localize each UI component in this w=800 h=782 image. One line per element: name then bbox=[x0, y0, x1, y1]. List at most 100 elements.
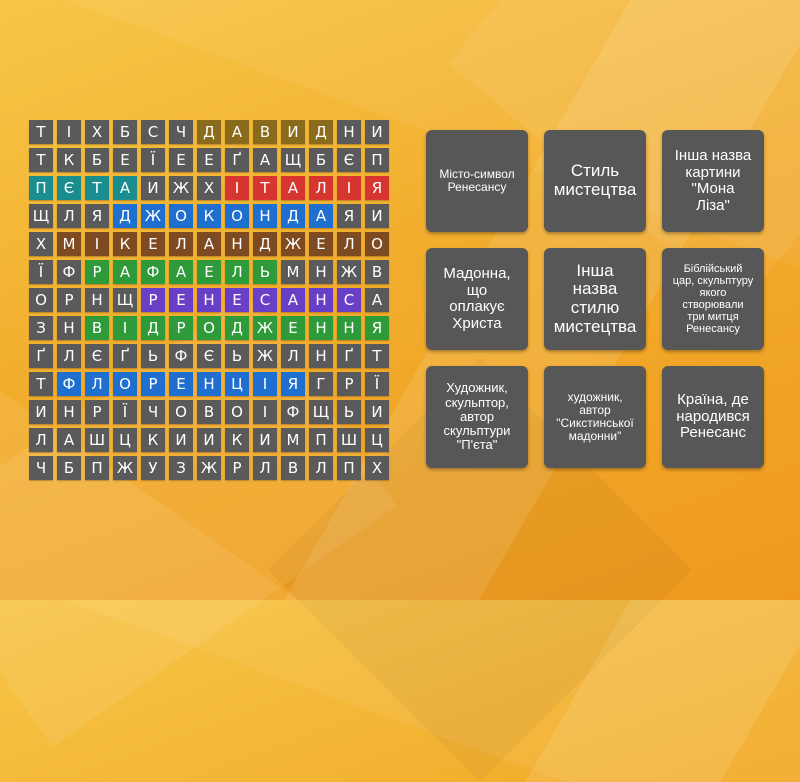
grid-letter[interactable]: Я bbox=[337, 204, 361, 228]
grid-letter[interactable]: І bbox=[253, 372, 277, 396]
grid-letter[interactable]: М bbox=[281, 260, 305, 284]
grid-letter[interactable]: Е bbox=[113, 148, 137, 172]
grid-letter[interactable]: І bbox=[337, 176, 361, 200]
grid-letter[interactable]: Д bbox=[113, 204, 137, 228]
grid-letter[interactable]: Б bbox=[309, 148, 333, 172]
grid-letter[interactable]: Ц bbox=[113, 428, 137, 452]
grid-letter[interactable]: Н bbox=[197, 288, 221, 312]
grid-letter[interactable]: И bbox=[169, 428, 193, 452]
grid-letter[interactable]: В bbox=[281, 456, 305, 480]
grid-letter[interactable]: Я bbox=[365, 316, 389, 340]
grid-letter[interactable]: Ш bbox=[85, 428, 109, 452]
grid-letter[interactable]: И bbox=[197, 428, 221, 452]
clue-card[interactable]: Стиль мистецтва bbox=[544, 130, 646, 232]
grid-letter[interactable]: Р bbox=[141, 372, 165, 396]
grid-letter[interactable]: Л bbox=[309, 176, 333, 200]
grid-letter[interactable]: Ж bbox=[253, 316, 277, 340]
grid-letter[interactable]: Р bbox=[169, 316, 193, 340]
grid-letter[interactable]: С bbox=[141, 120, 165, 144]
grid-letter[interactable]: Я bbox=[85, 204, 109, 228]
grid-letter[interactable]: Ж bbox=[281, 232, 305, 256]
grid-letter[interactable]: Е bbox=[309, 232, 333, 256]
grid-letter[interactable]: Т bbox=[85, 176, 109, 200]
grid-letter[interactable]: Л bbox=[57, 204, 81, 228]
grid-letter[interactable]: Л bbox=[309, 456, 333, 480]
grid-letter[interactable]: Ф bbox=[141, 260, 165, 284]
grid-letter[interactable]: З bbox=[169, 456, 193, 480]
grid-letter[interactable]: Б bbox=[57, 456, 81, 480]
grid-letter[interactable]: Ґ bbox=[113, 344, 137, 368]
grid-letter[interactable]: Н bbox=[253, 204, 277, 228]
grid-letter[interactable]: А bbox=[365, 288, 389, 312]
grid-letter[interactable]: Х bbox=[29, 232, 53, 256]
clue-card[interactable]: Художник, скульптор, автор скульптури "П… bbox=[426, 366, 528, 468]
clue-card[interactable]: Інша назва стилю мистецтва bbox=[544, 248, 646, 350]
grid-letter[interactable]: В bbox=[253, 120, 277, 144]
grid-letter[interactable]: Ж bbox=[197, 456, 221, 480]
grid-letter[interactable]: К bbox=[113, 232, 137, 256]
grid-letter[interactable]: В bbox=[365, 260, 389, 284]
grid-letter[interactable]: І bbox=[57, 120, 81, 144]
grid-letter[interactable]: У bbox=[141, 456, 165, 480]
grid-letter[interactable]: А bbox=[113, 176, 137, 200]
grid-letter[interactable]: Я bbox=[281, 372, 305, 396]
grid-letter[interactable]: М bbox=[57, 232, 81, 256]
grid-letter[interactable]: Д bbox=[309, 120, 333, 144]
grid-letter[interactable]: П bbox=[85, 456, 109, 480]
grid-letter[interactable]: Р bbox=[85, 260, 109, 284]
grid-letter[interactable]: Л bbox=[169, 232, 193, 256]
grid-letter[interactable]: Ї bbox=[365, 372, 389, 396]
grid-letter[interactable]: Л bbox=[29, 428, 53, 452]
grid-letter[interactable]: Н bbox=[225, 232, 249, 256]
grid-letter[interactable]: Ж bbox=[337, 260, 361, 284]
grid-letter[interactable]: І bbox=[225, 176, 249, 200]
grid-letter[interactable]: К bbox=[225, 428, 249, 452]
grid-letter[interactable]: Е bbox=[169, 148, 193, 172]
grid-letter[interactable]: Н bbox=[337, 316, 361, 340]
grid-letter[interactable]: Ь bbox=[141, 344, 165, 368]
grid-letter[interactable]: Ґ bbox=[337, 344, 361, 368]
grid-letter[interactable]: О bbox=[225, 204, 249, 228]
grid-letter[interactable]: П bbox=[29, 176, 53, 200]
grid-letter[interactable]: О bbox=[113, 372, 137, 396]
grid-letter[interactable]: Ь bbox=[225, 344, 249, 368]
grid-letter[interactable]: С bbox=[337, 288, 361, 312]
grid-letter[interactable]: А bbox=[113, 260, 137, 284]
grid-letter[interactable]: Ц bbox=[225, 372, 249, 396]
clue-card[interactable]: Біблійський цар, скульптуру якого створю… bbox=[662, 248, 764, 350]
grid-letter[interactable]: И bbox=[141, 176, 165, 200]
grid-letter[interactable]: Ж bbox=[113, 456, 137, 480]
grid-letter[interactable]: Е bbox=[169, 372, 193, 396]
clue-card[interactable]: Мадонна, що оплакує Христа bbox=[426, 248, 528, 350]
grid-letter[interactable]: Л bbox=[337, 232, 361, 256]
grid-letter[interactable]: И bbox=[365, 120, 389, 144]
grid-letter[interactable]: Р bbox=[57, 288, 81, 312]
grid-letter[interactable]: Е bbox=[197, 148, 221, 172]
grid-letter[interactable]: А bbox=[253, 148, 277, 172]
grid-letter[interactable]: О bbox=[169, 400, 193, 424]
grid-letter[interactable]: З bbox=[29, 316, 53, 340]
grid-letter[interactable]: Ж bbox=[141, 204, 165, 228]
grid-letter[interactable]: Ґ bbox=[29, 344, 53, 368]
grid-letter[interactable]: Л bbox=[225, 260, 249, 284]
grid-letter[interactable]: Р bbox=[337, 372, 361, 396]
grid-letter[interactable]: Х bbox=[85, 120, 109, 144]
grid-letter[interactable]: Н bbox=[309, 316, 333, 340]
clue-card[interactable]: Місто-символ Ренесансу bbox=[426, 130, 528, 232]
grid-letter[interactable]: Х bbox=[365, 456, 389, 480]
grid-letter[interactable]: Ф bbox=[169, 344, 193, 368]
grid-letter[interactable]: Н bbox=[337, 120, 361, 144]
grid-letter[interactable]: О bbox=[197, 316, 221, 340]
grid-letter[interactable]: Н bbox=[57, 400, 81, 424]
grid-letter[interactable]: А bbox=[281, 176, 305, 200]
grid-letter[interactable]: Ґ bbox=[225, 148, 249, 172]
grid-letter[interactable]: Я bbox=[365, 176, 389, 200]
grid-letter[interactable]: В bbox=[197, 400, 221, 424]
grid-letter[interactable]: Б bbox=[85, 148, 109, 172]
grid-letter[interactable]: Г bbox=[309, 372, 333, 396]
grid-letter[interactable]: Е bbox=[281, 316, 305, 340]
grid-letter[interactable]: Є bbox=[85, 344, 109, 368]
grid-letter[interactable]: О bbox=[365, 232, 389, 256]
grid-letter[interactable]: Р bbox=[141, 288, 165, 312]
grid-letter[interactable]: А bbox=[169, 260, 193, 284]
